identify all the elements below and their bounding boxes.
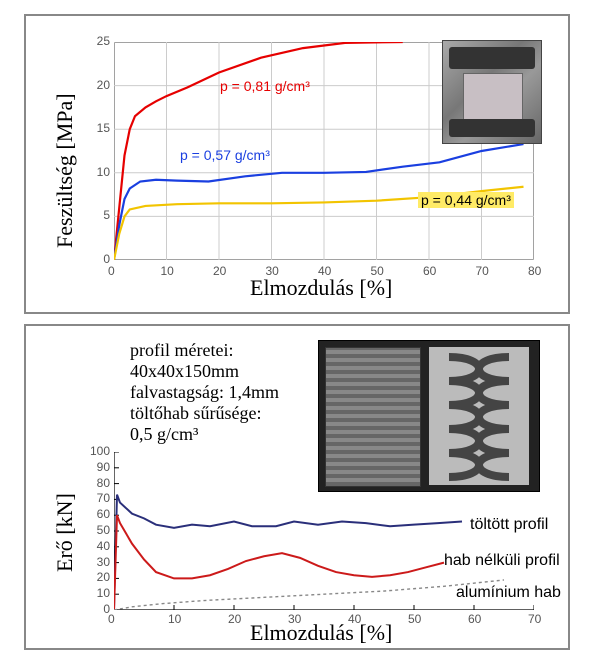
label-habnelkuli: hab nélküli profil [444,552,560,570]
bottom-ytick: 10 [86,586,110,600]
bottom-xtick: 50 [408,612,421,626]
bottom-xtick: 10 [168,612,181,626]
bottom-ytick: 100 [86,444,110,458]
info-line-1: 40x40x150mm [130,361,239,382]
bottom-y-label: Erő [kN] [52,493,78,572]
bottom-xtick: 70 [528,612,541,626]
top-x-label: Elmozdulás [%] [250,275,392,301]
bottom-xtick: 40 [348,612,361,626]
info-line-0: profil méretei: [130,340,233,361]
bottom-ytick: 20 [86,570,110,584]
bottom-ytick: 30 [86,555,110,569]
label-toltott: töltött profil [470,516,548,534]
bottom-ytick: 50 [86,523,110,537]
top-y-label: Feszültség [MPa] [52,93,78,248]
bottom-xtick: 20 [228,612,241,626]
top-ytick: 10 [90,165,110,179]
top-inset-photo [442,40,542,144]
top-xtick: 10 [161,264,174,278]
top-xtick: 40 [318,264,331,278]
top-ytick: 20 [90,78,110,92]
label-alu: alumínium hab [456,584,561,602]
top-ytick: 15 [90,121,110,135]
bottom-xtick: 60 [468,612,481,626]
label-p081: p = 0,81 g/cm³ [220,78,310,94]
label-p044: p = 0,44 g/cm³ [418,192,514,208]
top-xtick: 30 [266,264,279,278]
bottom-ytick: 90 [86,460,110,474]
top-xtick: 50 [371,264,384,278]
bottom-x-label: Elmozdulás [%] [250,620,392,646]
bottom-xtick: 30 [288,612,301,626]
bottom-ytick: 70 [86,491,110,505]
top-xtick: 70 [476,264,489,278]
info-line-3: töltőhab sűrűsége: [130,403,261,424]
bottom-ytick: 60 [86,507,110,521]
top-xtick: 20 [213,264,226,278]
top-ytick: 5 [90,208,110,222]
page: Feszültség [MPa] Elmozdulás [%] 01020304… [0,0,590,664]
bottom-ytick: 40 [86,539,110,553]
info-line-2: falvastagság: 1,4mm [130,382,279,403]
bottom-ytick: 80 [86,476,110,490]
top-xtick: 0 [108,264,115,278]
top-ytick: 0 [90,252,110,266]
label-p057: p = 0,57 g/cm³ [180,147,270,163]
top-ytick: 25 [90,34,110,48]
top-xtick: 60 [423,264,436,278]
bottom-ytick: 0 [86,602,110,616]
info-line-4: 0,5 g/cm³ [130,424,198,445]
top-xtick: 80 [528,264,541,278]
